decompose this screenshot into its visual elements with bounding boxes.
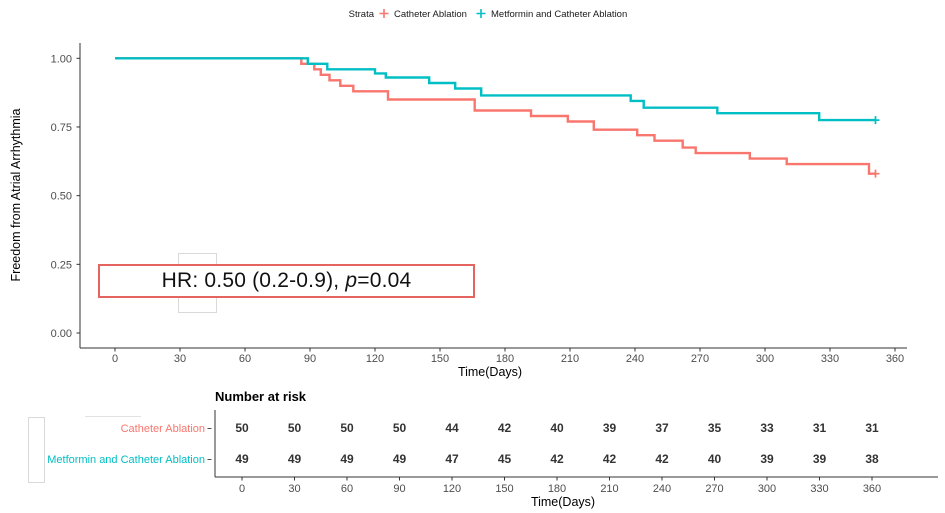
risk-count: 49	[288, 452, 302, 466]
legend-label-catheter-ablation: Catheter Ablation	[394, 9, 467, 20]
risk-table-title: Number at risk	[215, 389, 307, 404]
risk-count: 38	[865, 452, 879, 466]
y-tick-label: 0.50	[51, 191, 72, 203]
x-tick-label: 120	[366, 353, 384, 365]
hr-annotation-box: HR: 0.50 (0.2-0.9), p=0.04	[98, 264, 475, 298]
risk-count: 39	[603, 421, 617, 435]
risk-count: 49	[235, 452, 249, 466]
risk-count: 31	[865, 421, 879, 435]
legend-label-metformin: Metformin and Catheter Ablation	[491, 9, 627, 20]
risk-count: 42	[550, 452, 564, 466]
risk-count: 33	[760, 421, 774, 435]
risk-x-tick-label: 360	[863, 483, 881, 495]
risk-count: 42	[498, 421, 512, 435]
risk-count: 44	[445, 421, 459, 435]
risk-count: 50	[235, 421, 249, 435]
risk-count: 49	[393, 452, 407, 466]
x-tick-label: 60	[239, 353, 251, 365]
main-axes: 0.00 0.25 0.50 0.75 1.00 0 30 60 90 120 150 180 210 2…	[51, 43, 907, 365]
x-tick-label: 150	[431, 353, 449, 365]
risk-count: 31	[813, 421, 827, 435]
risk-count: 42	[655, 452, 669, 466]
risk-x-tick-label: 150	[495, 483, 513, 495]
legend-marker-metformin-icon	[476, 9, 486, 18]
x-tick-label: 210	[561, 353, 579, 365]
km-curves	[115, 57, 880, 178]
x-tick-label: 240	[626, 353, 644, 365]
legend: Strata Catheter Ablation Metformin and C…	[349, 9, 627, 20]
km-curve-metformin-and-catheter-ablation	[115, 57, 876, 122]
risk-count: 39	[760, 452, 774, 466]
artifact-box-left-margin	[28, 417, 45, 483]
hr-annotation-text: HR: 0.50 (0.2-0.9), p=0.04	[162, 269, 412, 293]
risk-x-tick-label: 330	[810, 483, 828, 495]
x-tick-label: 30	[174, 353, 186, 365]
y-tick-label: 0.75	[51, 122, 72, 134]
risk-count: 40	[550, 421, 564, 435]
risk-x-tick-label: 120	[443, 483, 461, 495]
y-tick-label: 1.00	[51, 53, 72, 65]
risk-x-tick-label: 240	[653, 483, 671, 495]
risk-row-label-metformin: Metformin and Catheter Ablation	[47, 454, 205, 466]
risk-table: Catheter Ablation 50 50 50 50 44 42 40 39 37 35 33 3…	[47, 410, 938, 495]
censor-mark-icon	[871, 116, 880, 125]
x-axis-title-risk-table: Time(Days)	[531, 495, 595, 509]
risk-count: 50	[340, 421, 354, 435]
risk-x-tick-label: 300	[758, 483, 776, 495]
risk-x-tick-label: 90	[393, 483, 405, 495]
hr-annotation-prefix: HR: 0.50 (0.2-0.9),	[161, 269, 346, 292]
risk-x-tick-label: 270	[705, 483, 723, 495]
y-axis-title: Freedom from Atrial Arrhythmia	[9, 108, 23, 281]
legend-marker-catheter-ablation-icon	[379, 9, 389, 18]
artifact-line-left	[85, 416, 141, 417]
hr-annotation-p: p	[345, 269, 358, 292]
risk-count: 40	[708, 452, 722, 466]
risk-count: 39	[813, 452, 827, 466]
km-curve-catheter-ablation	[115, 57, 876, 175]
risk-x-tick-label: 60	[341, 483, 353, 495]
risk-x-tick-label: 210	[600, 483, 618, 495]
hr-annotation-suffix: =0.04	[357, 269, 412, 292]
y-tick-label: 0.00	[51, 328, 72, 340]
risk-count: 45	[498, 452, 512, 466]
risk-row-label-catheter-ablation: Catheter Ablation	[121, 423, 205, 435]
risk-count: 50	[288, 421, 302, 435]
legend-title: Strata	[349, 9, 375, 20]
risk-x-tick-label: 180	[548, 483, 566, 495]
risk-count: 35	[708, 421, 722, 435]
x-tick-label: 90	[304, 353, 316, 365]
risk-x-tick-label: 30	[288, 483, 300, 495]
risk-count: 49	[340, 452, 354, 466]
x-tick-label: 360	[886, 353, 904, 365]
x-tick-label: 0	[112, 353, 118, 365]
x-tick-label: 270	[691, 353, 709, 365]
x-tick-label: 330	[821, 353, 839, 365]
risk-count: 47	[445, 452, 459, 466]
risk-count: 50	[393, 421, 407, 435]
censor-mark-icon	[871, 169, 880, 178]
x-tick-label: 300	[756, 353, 774, 365]
x-axis-title-main: Time(Days)	[458, 365, 522, 379]
risk-count: 37	[655, 421, 669, 435]
x-tick-label: 180	[496, 353, 514, 365]
risk-count: 42	[603, 452, 617, 466]
risk-x-tick-label: 0	[239, 483, 245, 495]
y-tick-label: 0.25	[51, 259, 72, 271]
